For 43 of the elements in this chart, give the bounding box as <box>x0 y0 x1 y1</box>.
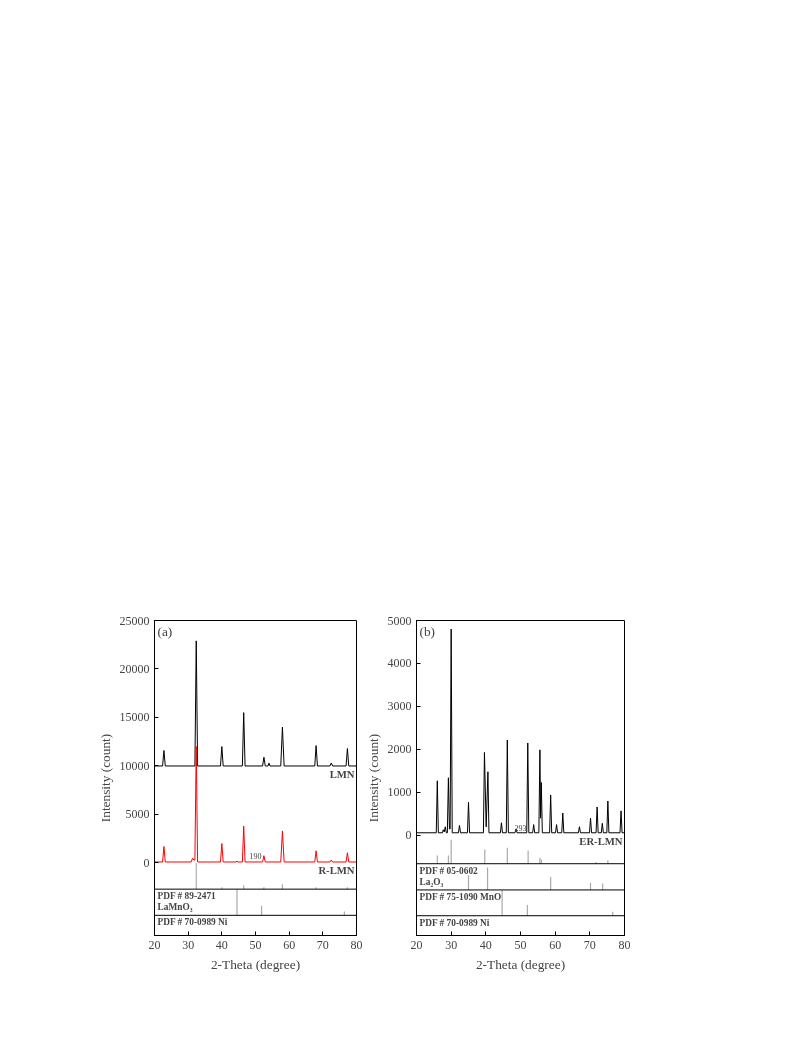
series-label: R-LMN <box>318 864 355 876</box>
x-tick-label: 80 <box>350 937 363 952</box>
x-tick-label: 60 <box>549 937 562 952</box>
y-axis-title: Intensity (count) <box>97 733 113 823</box>
y-tick-label: 0 <box>143 855 150 870</box>
x-tick-label: 50 <box>514 937 527 952</box>
x-tick-label: 80 <box>618 937 631 952</box>
y-tick-label: 4000 <box>387 656 412 671</box>
annotation: 293 <box>514 824 527 834</box>
series-label: ER-LMN <box>579 835 623 847</box>
chart-title: (a) <box>157 623 173 639</box>
y-tick-label: 1000 <box>387 785 412 800</box>
ref-line-label: PDF # 05-0602 La₂O₃ <box>419 865 479 887</box>
x-tick-label: 70 <box>316 937 329 952</box>
y-axis-title: Intensity (count) <box>365 733 381 823</box>
line-series <box>154 746 357 863</box>
x-tick-label: 20 <box>410 937 423 952</box>
y-tick-label: 25000 <box>119 613 150 628</box>
ref-line-label: PDF # 75-1090 MnO <box>419 891 502 902</box>
x-tick-label: 40 <box>479 937 492 952</box>
x-tick-label: 50 <box>249 937 262 952</box>
x-tick-label: 40 <box>215 937 228 952</box>
y-tick-label: 15000 <box>119 710 150 725</box>
y-tick-label: 3000 <box>387 699 412 714</box>
chart-title: (b) <box>419 623 436 639</box>
y-tick-label: 2000 <box>387 742 412 757</box>
x-tick-label: 20 <box>148 937 161 952</box>
x-axis-title: 2-Theta (degree) <box>210 956 301 972</box>
y-tick-label: 20000 <box>119 661 150 676</box>
y-tick-label: 10000 <box>119 758 150 773</box>
x-axis-title: 2-Theta (degree) <box>475 956 566 972</box>
annotation: 190 <box>249 851 262 861</box>
ref-line-label: PDF # 70-0989 Ni <box>419 917 490 928</box>
y-tick-label: 5000 <box>387 613 412 628</box>
y-tick-label: 5000 <box>125 807 150 822</box>
y-tick-label: 0 <box>405 828 412 843</box>
x-tick-label: 70 <box>583 937 596 952</box>
x-tick-label: 30 <box>445 937 458 952</box>
ref-line-label: PDF # 70-0989 Ni <box>157 917 228 928</box>
x-tick-label: 30 <box>182 937 195 952</box>
x-tick-label: 60 <box>283 937 296 952</box>
ref-line-label: PDF # 89-2471 LaMnO₃ <box>157 891 217 913</box>
series-label: LMN <box>329 768 355 780</box>
